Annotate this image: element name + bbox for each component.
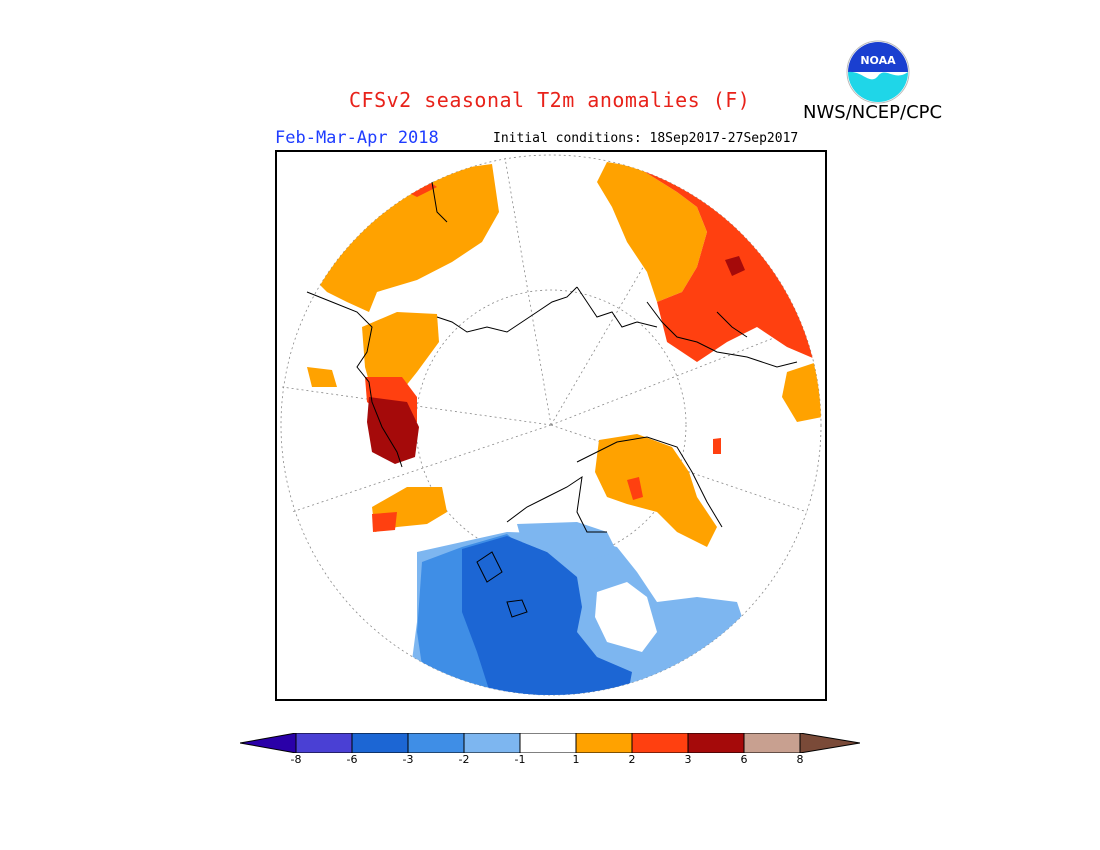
anomaly-region-europe-darkred [725,256,745,276]
anomaly-region-north-america-deep [462,536,632,695]
colorbar-p6-p8 [744,733,800,753]
colorbar-tick: 8 [796,753,804,766]
colorbar-tick: 2 [628,753,636,766]
anomaly-region-east-asia-darkred [367,397,419,464]
agency-label: NWS/NCEP/CPC [803,102,943,123]
colorbar-tick: 3 [684,753,692,766]
colorbar-p2-p3 [632,733,688,753]
colorbar-p1-p2 [576,733,632,753]
anomaly-region-med [782,362,821,422]
colorbar-ticks: -8 -6 -3 -2 -1 1 2 3 6 8 [240,753,860,769]
anomaly-map-frame [275,150,827,701]
map-title: CFSv2 seasonal T2m anomalies (F) [349,88,751,112]
initial-conditions-label: Initial conditions: 18Sep2017-27Sep2017 [493,131,799,146]
colorbar-m8-m6 [296,733,352,753]
anomaly-region-japan [307,367,337,387]
colorbar-tick: 6 [740,753,748,766]
colorbar-m2-m1 [464,733,520,753]
season-label: Feb-Mar-Apr 2018 [275,128,439,148]
colorbar-tick: 1 [572,753,580,766]
anomaly-region-siberia [312,164,499,312]
colorbar-tick: -8 [290,753,302,766]
colorbar-m1-1 [520,733,576,753]
colorbar-tick: -1 [514,753,526,766]
coastlines [306,181,798,618]
colorbar-p3-p6 [688,733,744,753]
polar-map [280,154,822,696]
anomaly-region-pacific-red [372,512,397,532]
colorbar-gt-8 [800,733,860,753]
polar-boundary [280,154,822,696]
colorbar-m6-m3 [352,733,408,753]
color-legend-bar [240,733,860,753]
colorbar-tick: -2 [458,753,470,766]
colorbar-m3-m2 [408,733,464,753]
anomaly-region-europe [597,162,707,302]
colorbar-tick: -6 [346,753,358,766]
colorbar-lt-m8 [240,733,296,753]
anomaly-region-hudson-white [595,582,657,652]
noaa-logo-icon: NOAA [846,40,910,104]
anomaly-region-middle-east-red [713,438,721,454]
colorbar-tick: -3 [402,753,414,766]
anomaly-region-east-asia [362,312,439,397]
anomaly-region-siberia-red [407,180,437,197]
anomaly-region-greenland-red [627,477,643,500]
noaa-logo-text: NOAA [860,54,896,67]
anomaly-region-greenland [595,434,717,547]
